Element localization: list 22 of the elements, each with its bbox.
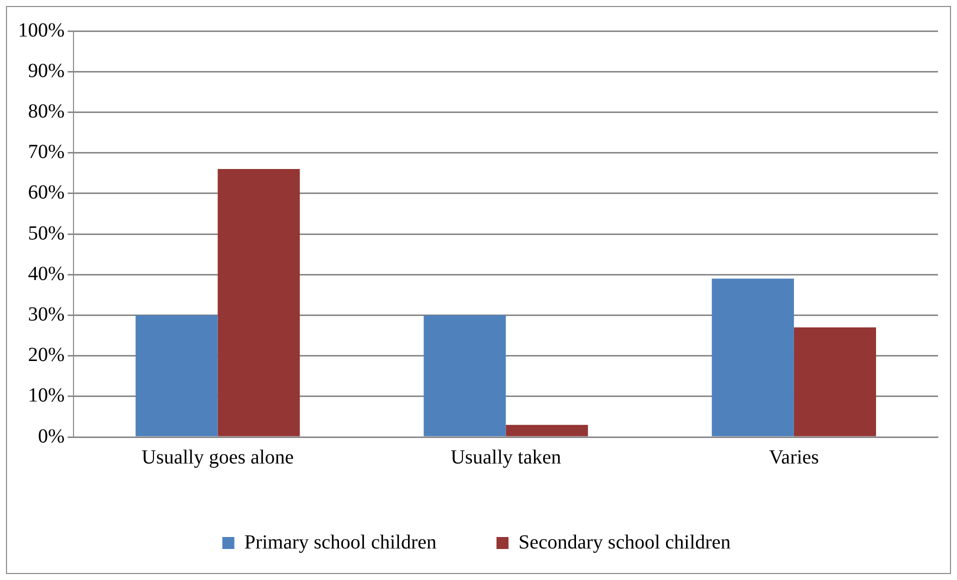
y-tick-label: 100% xyxy=(18,19,65,42)
x-tick-label: Varies xyxy=(768,446,820,468)
y-tick-label: 10% xyxy=(28,384,65,407)
legend-label: Secondary school children xyxy=(518,531,731,554)
y-tick-label: 60% xyxy=(28,182,65,204)
y-tick-label: 30% xyxy=(28,303,65,326)
x-tick-label: Usually taken xyxy=(450,446,562,468)
y-tick-label: 80% xyxy=(28,100,65,122)
bar xyxy=(136,315,218,436)
y-tick-label: 0% xyxy=(38,425,65,448)
bar xyxy=(424,315,506,436)
bar xyxy=(506,424,588,436)
y-tick-label: 40% xyxy=(28,262,65,285)
y-tick-label: 90% xyxy=(28,60,65,82)
y-tick-label: 20% xyxy=(28,344,65,366)
y-tick-label: 70% xyxy=(28,141,65,164)
bar xyxy=(712,278,794,436)
x-tick-label: Usually goes alone xyxy=(142,446,294,468)
y-tick-label: 50% xyxy=(28,222,65,244)
legend-label: Primary school children xyxy=(244,531,437,554)
bar xyxy=(794,327,876,436)
bar xyxy=(218,169,300,436)
